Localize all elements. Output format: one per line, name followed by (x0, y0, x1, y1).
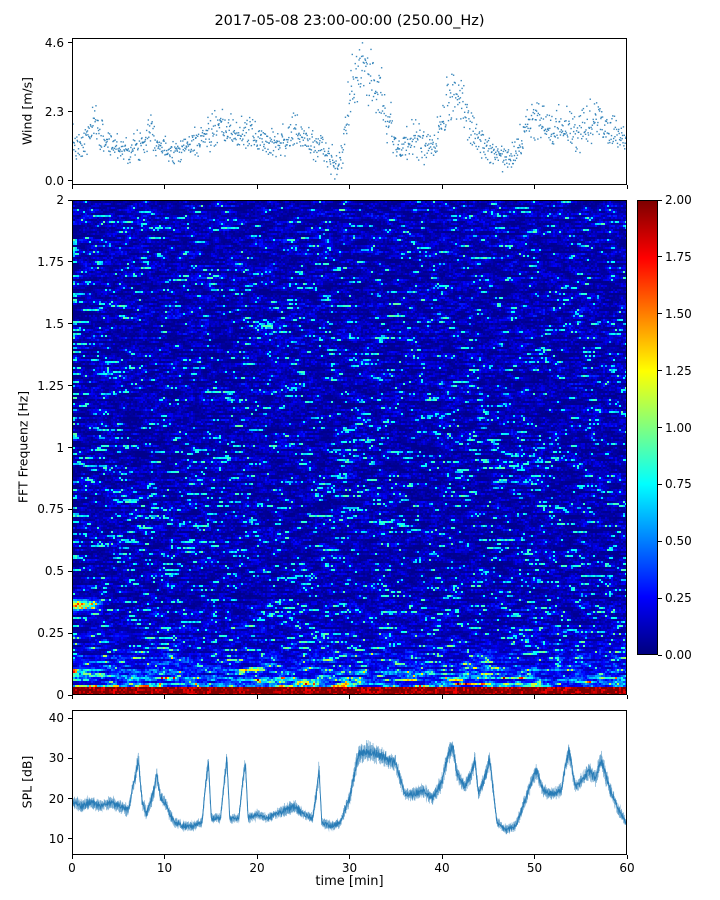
x-tick-mark (349, 855, 350, 859)
colorbar-tick-label: 2.00 (665, 193, 692, 207)
colorbar-tick-label: 1.50 (665, 306, 692, 321)
y-tick-label: 10 (48, 831, 64, 846)
colorbar-tick-mark (658, 597, 662, 599)
x-tick-mark (534, 695, 535, 699)
colorbar-tick-mark (658, 313, 662, 315)
y-tick-label: 2 (56, 193, 64, 207)
colorbar-tick-label: 1.25 (665, 363, 692, 378)
colorbar-tick-mark (658, 427, 662, 428)
y-tick-label: 30 (48, 751, 64, 766)
y-tick-label: 0.75 (37, 502, 64, 517)
colorbar-tick-label: 0.00 (665, 648, 692, 662)
y-tick-mark (68, 199, 72, 201)
y-tick-mark (68, 798, 72, 800)
colorbar-tick-label: 1.75 (665, 249, 692, 264)
spl-line-canvas (73, 711, 626, 854)
x-tick-mark (164, 185, 165, 189)
y-tick-label: 1.25 (37, 378, 64, 393)
x-tick-mark (164, 695, 165, 699)
x-tick-mark (626, 185, 628, 189)
y-tick-label: 0.25 (37, 626, 64, 641)
spectrogram-panel (72, 200, 627, 695)
figure-title: 2017-05-08 23:00-00:00 (250.00_Hz) (214, 13, 485, 29)
colorbar-tick-mark (658, 540, 662, 542)
y-tick-label: 40 (48, 711, 64, 726)
spectrogram-canvas (73, 201, 626, 694)
x-tick-label: 50 (526, 861, 543, 875)
y-tick-mark (68, 180, 72, 181)
x-tick-mark (349, 695, 350, 699)
y-tick-label: 20 (48, 791, 64, 806)
x-tick-mark (626, 855, 628, 859)
y-tick-label: 0.0 (44, 173, 64, 188)
colorbar-tick-mark (658, 370, 662, 372)
y-tick-mark (68, 385, 72, 387)
x-tick-mark (349, 185, 350, 189)
wind-scatter-canvas (73, 39, 626, 184)
y-tick-mark (68, 757, 72, 759)
y-tick-label: 1.5 (44, 316, 64, 331)
x-tick-mark (626, 695, 628, 699)
x-tick-label: 40 (434, 861, 450, 875)
x-tick-mark (256, 855, 258, 859)
x-tick-label: 60 (619, 861, 635, 875)
y-tick-mark (68, 42, 72, 43)
x-tick-label: 0 (68, 861, 76, 875)
y-tick-mark (68, 323, 72, 325)
x-tick-label: 10 (156, 861, 173, 875)
x-tick-mark (256, 185, 258, 189)
colorbar-tick-mark (658, 654, 662, 656)
x-tick-mark (534, 855, 535, 859)
colorbar-canvas (638, 201, 657, 654)
y-tick-mark (68, 632, 72, 634)
x-tick-label: 20 (249, 861, 265, 875)
y-tick-mark (68, 717, 72, 719)
wind-panel (72, 38, 627, 185)
y-tick-label: 0 (56, 688, 64, 702)
x-tick-mark (256, 695, 258, 699)
x-tick-mark (71, 855, 73, 859)
x-axis-label: time [min] (315, 874, 384, 889)
y-tick-label: 2.3 (44, 104, 64, 119)
colorbar-tick-label: 0.50 (665, 534, 692, 549)
y-tick-label: 0.5 (44, 564, 64, 579)
colorbar-tick-mark (658, 199, 662, 201)
colorbar (637, 200, 658, 655)
y-tick-mark (68, 838, 72, 840)
x-tick-mark (164, 855, 165, 859)
y-tick-mark (68, 570, 72, 572)
x-tick-mark (441, 185, 443, 189)
colorbar-tick-label: 0.75 (665, 477, 692, 492)
x-tick-mark (71, 695, 73, 699)
y-tick-label: 1 (56, 440, 64, 455)
y-tick-mark (68, 508, 72, 510)
colorbar-tick-mark (658, 483, 662, 485)
x-tick-mark (441, 855, 443, 859)
y-tick-mark (68, 261, 72, 263)
y-tick-mark (68, 447, 72, 448)
spl-panel (72, 710, 627, 855)
x-tick-mark (71, 185, 73, 189)
x-tick-mark (534, 185, 535, 189)
colorbar-tick-mark (658, 256, 662, 258)
y-tick-mark (68, 694, 72, 696)
y-tick-mark (68, 111, 72, 112)
x-tick-mark (441, 695, 443, 699)
colorbar-tick-label: 1.00 (665, 420, 692, 435)
x-tick-label: 30 (341, 861, 358, 875)
y-tick-label: 1.75 (37, 254, 64, 269)
colorbar-tick-label: 0.25 (665, 591, 692, 606)
y-tick-label: 4.6 (44, 35, 64, 50)
